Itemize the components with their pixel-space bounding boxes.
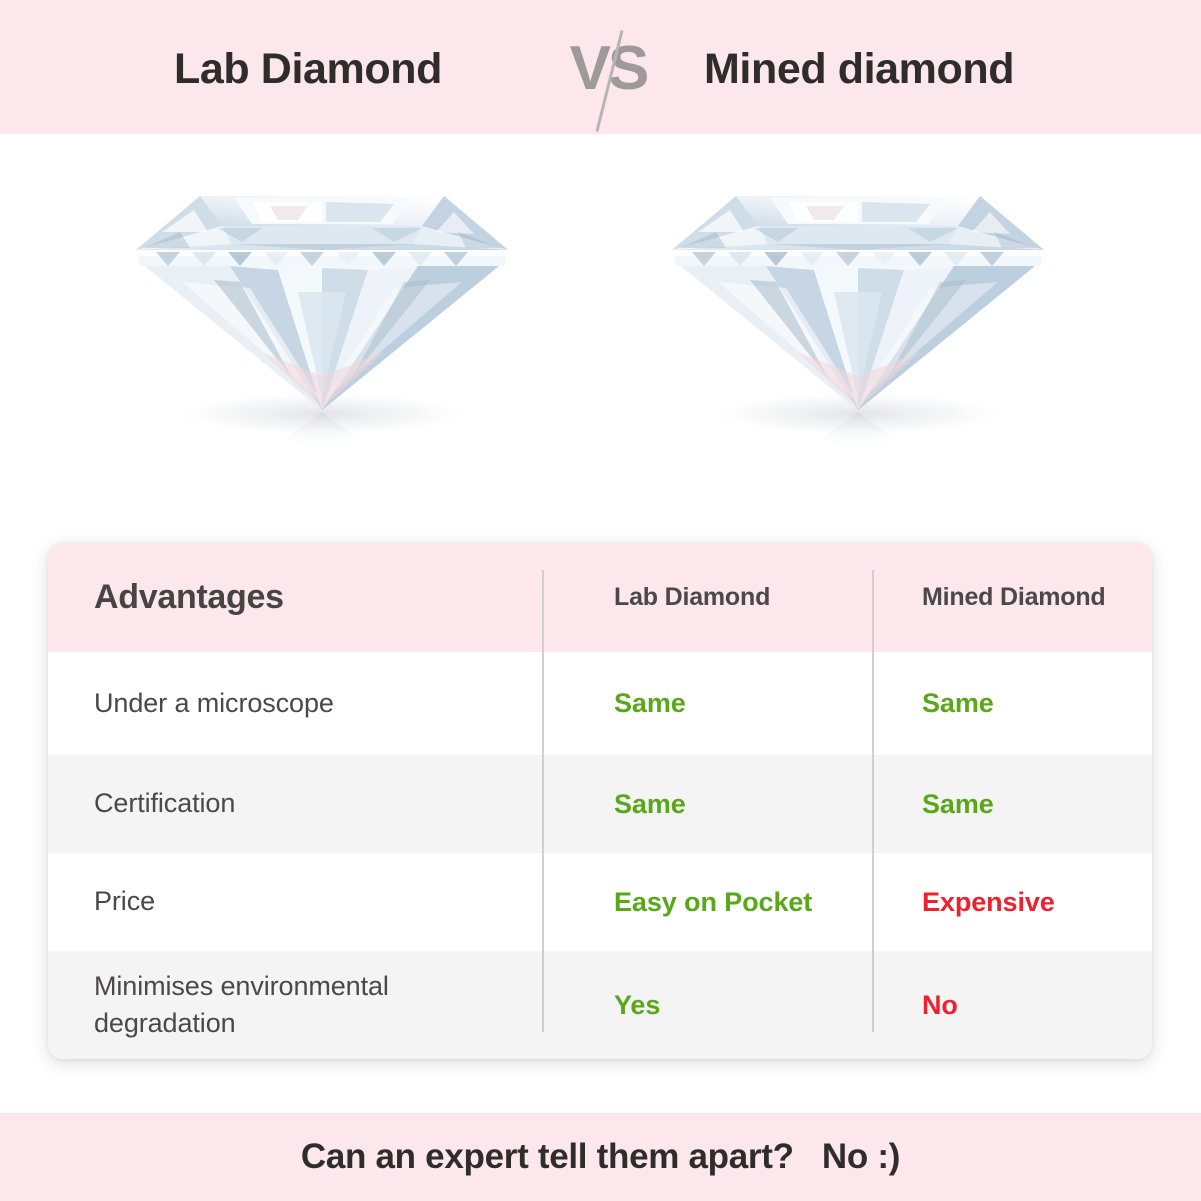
- column-divider-1: [542, 570, 544, 1032]
- row-mined-value: Expensive: [922, 886, 1055, 917]
- row-lab-value: Same: [614, 788, 686, 819]
- lab-diamond-title: Lab Diamond: [174, 45, 442, 93]
- row-lab-cell: Same: [542, 789, 872, 820]
- row-lab-value: Easy on Pocket: [614, 886, 813, 917]
- footer-text: Can an expert tell them apart? No :): [300, 1137, 901, 1176]
- row-label: Certification: [94, 788, 236, 819]
- lab-diamond-image: [122, 162, 522, 462]
- table-header-cell-lab: Lab Diamond: [542, 583, 872, 612]
- row-label: Under a microscope: [94, 687, 334, 718]
- footer-band: Can an expert tell them apart? No :): [0, 1113, 1201, 1201]
- row-label-cell: Under a microscope: [48, 685, 542, 722]
- header-band: Lab Diamond VS Mined diamond: [0, 0, 1201, 134]
- table-row: Under a microscope Same Same: [48, 652, 1152, 755]
- row-label-cell: Certification: [48, 785, 542, 822]
- diamond-graphic-left: [136, 196, 508, 456]
- row-mined-cell: No: [872, 990, 1152, 1021]
- row-mined-cell: Expensive: [872, 887, 1152, 918]
- table-header-cell-advantages: Advantages: [48, 578, 542, 617]
- row-label: Minimises environmental degradation: [94, 970, 389, 1038]
- header-band-inner: Lab Diamond VS Mined diamond: [0, 0, 1201, 134]
- row-label-cell: Price: [48, 883, 542, 920]
- lab-column-header: Lab Diamond: [614, 583, 771, 611]
- versus-mark: VS: [558, 18, 658, 132]
- row-label-cell: Minimises environmental degradation: [48, 968, 542, 1043]
- comparison-table: Advantages Lab Diamond Mined Diamond Und…: [48, 543, 1152, 1059]
- mined-diamond-title: Mined diamond: [704, 45, 1015, 93]
- row-mined-value: No: [922, 989, 958, 1020]
- row-lab-cell: Same: [542, 688, 872, 719]
- row-lab-cell: Easy on Pocket: [542, 887, 872, 918]
- row-mined-value: Same: [922, 688, 994, 718]
- table-row: Minimises environmental degradation Yes …: [48, 951, 1152, 1059]
- row-label: Price: [94, 886, 156, 917]
- table-header-cell-mined: Mined Diamond: [872, 583, 1152, 612]
- table-header-row: Advantages Lab Diamond Mined Diamond: [48, 543, 1152, 652]
- diamond-graphic-right: [672, 196, 1044, 456]
- row-lab-cell: Yes: [542, 990, 872, 1021]
- row-mined-cell: Same: [872, 688, 1152, 719]
- advantages-title: Advantages: [94, 578, 284, 616]
- table-row: Certification Same Same: [48, 755, 1152, 853]
- vs-label: VS: [569, 33, 650, 103]
- mined-column-header: Mined Diamond: [922, 583, 1106, 611]
- row-lab-value: Yes: [614, 989, 661, 1020]
- row-mined-value: Same: [922, 788, 994, 819]
- column-divider-2: [872, 570, 874, 1032]
- table-row: Price Easy on Pocket Expensive: [48, 853, 1152, 951]
- row-mined-cell: Same: [872, 789, 1152, 820]
- mined-diamond-image: [658, 162, 1058, 462]
- diamond-images-area: [0, 134, 1201, 534]
- row-lab-value: Same: [614, 688, 686, 718]
